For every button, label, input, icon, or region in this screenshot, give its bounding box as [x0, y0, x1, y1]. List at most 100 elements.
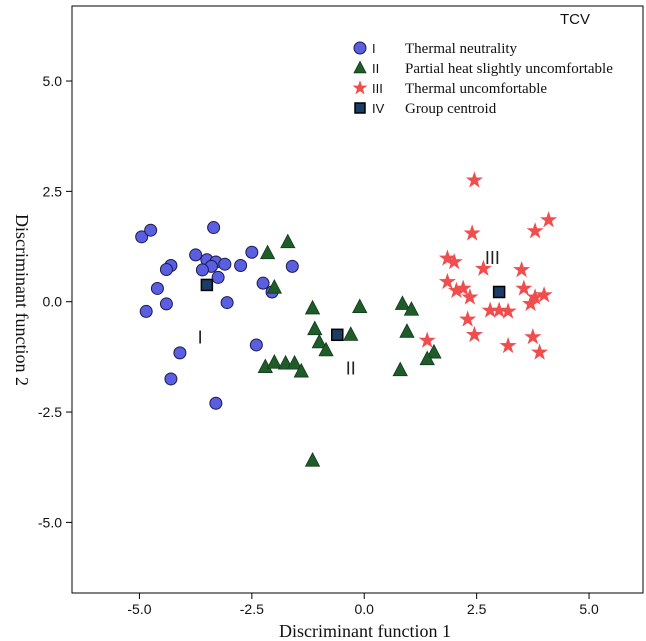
x-axis: -5.0 -2.5 0.0 2.5 5.0: [127, 593, 599, 617]
data-point: [195, 263, 209, 277]
data-point: [139, 304, 153, 318]
data-point: [540, 211, 558, 228]
legend-marker: [352, 80, 368, 95]
data-point: [249, 338, 263, 352]
data-point: [220, 296, 234, 310]
data-point: [318, 341, 334, 357]
data-point: [259, 244, 276, 260]
data-point: [266, 279, 282, 294]
y-tick-label: 5.0: [43, 73, 63, 89]
data-point: [499, 302, 517, 319]
legend-entry: Group centroid: [405, 101, 497, 117]
y-axis-title: Discriminant function 2: [12, 214, 32, 386]
group-label: III: [485, 248, 500, 268]
data-point: [234, 259, 248, 273]
data-point: [438, 249, 456, 266]
legend-roman: III: [372, 81, 383, 96]
legend-roman: IV: [372, 101, 385, 116]
legend-marker: [353, 41, 367, 55]
plot-border: [71, 5, 644, 594]
data-point: [245, 245, 259, 259]
data-point: [526, 222, 544, 239]
legend-roman: I: [372, 41, 376, 56]
data-point: [418, 331, 436, 348]
data-point: [211, 270, 225, 284]
data-point: [524, 328, 542, 345]
legend-entry: Thermal uncomfortable: [405, 81, 547, 97]
data-point: [352, 298, 368, 314]
data-point: [189, 248, 203, 262]
y-axis: 5.0 2.5 0.0 -2.5 -5.0: [38, 73, 72, 530]
x-tick-label: 0.0: [355, 601, 375, 617]
data-point: [454, 279, 472, 296]
data-point: [343, 326, 359, 341]
legend-entry: Partial heat slightly uncomfortable: [405, 61, 613, 77]
data-point: [513, 260, 531, 278]
series-square: [200, 278, 506, 342]
group-label: I: [198, 328, 203, 348]
data-point: [463, 224, 481, 241]
data-point: [159, 297, 173, 311]
data-point: [209, 396, 223, 410]
data-point: [304, 452, 321, 467]
data-point: [280, 233, 296, 249]
series-star: [418, 171, 558, 360]
series-triangle: [257, 233, 442, 467]
centroid-marker: [492, 285, 506, 299]
data-point: [535, 286, 553, 303]
data-point: [311, 333, 327, 349]
legend-marker: [353, 60, 367, 74]
x-tick-label: -5.0: [127, 601, 151, 617]
data-point: [465, 325, 483, 343]
legend-marker: [354, 102, 366, 114]
group-label: II: [346, 359, 356, 379]
data-point: [159, 262, 173, 276]
legend-entry: Thermal neutrality: [405, 41, 518, 57]
data-point: [266, 354, 282, 369]
data-point: [399, 323, 415, 338]
data-point: [144, 223, 158, 237]
data-point: [392, 361, 408, 377]
data-point: [135, 230, 149, 244]
x-tick-label: -2.5: [240, 601, 264, 617]
y-tick-label: -5.0: [38, 514, 62, 530]
data-point: [293, 362, 309, 378]
data-point: [256, 276, 270, 290]
data-point: [164, 372, 178, 386]
data-point: [218, 257, 232, 271]
data-point: [207, 221, 221, 235]
y-tick-label: -2.5: [38, 404, 62, 420]
x-axis-title: Discriminant function 1: [279, 621, 451, 641]
data-point: [522, 294, 540, 312]
series-circle: [135, 221, 299, 410]
legend-title: TCV: [560, 11, 590, 28]
data-point: [499, 336, 517, 354]
data-point: [419, 350, 435, 366]
data-point: [426, 343, 442, 359]
data-point: [459, 310, 477, 327]
data-point: [490, 301, 508, 318]
data-point: [304, 299, 321, 315]
data-point: [474, 259, 492, 276]
data-point: [285, 259, 299, 273]
legend: TCV I Thermal neutrality II Partial heat sli…: [352, 11, 613, 117]
data-points: [135, 171, 558, 467]
data-point: [286, 354, 303, 370]
data-point: [173, 346, 187, 360]
data-point: [531, 343, 549, 360]
data-point: [403, 301, 420, 316]
centroid-marker: [200, 278, 214, 292]
data-point: [445, 252, 463, 270]
data-point: [307, 320, 323, 336]
data-point: [438, 272, 456, 290]
x-tick-label: 5.0: [579, 601, 599, 617]
plot-frame: [71, 5, 644, 594]
y-tick-label: 2.5: [43, 183, 63, 199]
data-point: [150, 281, 164, 295]
legend-roman: II: [372, 61, 379, 76]
data-point: [465, 171, 483, 188]
data-point: [461, 288, 479, 305]
centroid-marker: [331, 328, 344, 342]
